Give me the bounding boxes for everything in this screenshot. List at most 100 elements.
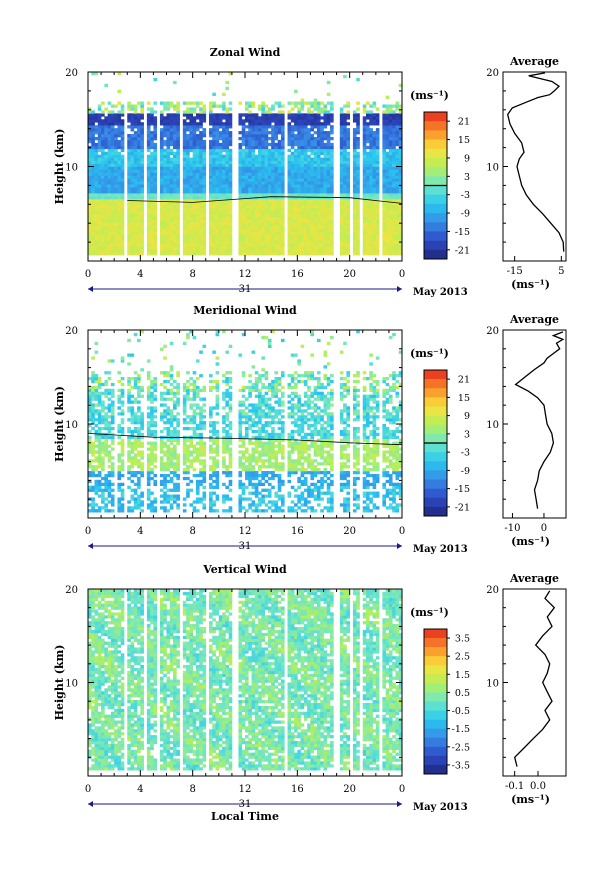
heatmap-cell xyxy=(343,226,347,229)
heatmap-cell xyxy=(170,377,174,380)
heatmap-cell xyxy=(261,231,265,234)
heatmap-cell xyxy=(147,243,151,246)
heatmap-cell xyxy=(248,240,252,243)
heatmap-cell xyxy=(147,459,151,462)
heatmap-cell xyxy=(150,237,154,240)
heatmap-cell xyxy=(274,175,278,178)
heatmap-cell xyxy=(320,128,324,131)
heatmap-cell xyxy=(386,161,390,164)
heatmap-cell xyxy=(242,169,246,172)
heatmap-cell xyxy=(101,169,105,172)
heatmap-cell xyxy=(163,509,167,512)
heatmap-cell xyxy=(301,226,305,229)
heatmap-cell xyxy=(369,104,373,107)
heatmap-cell xyxy=(245,181,249,184)
heatmap-cell xyxy=(258,234,262,237)
heatmap-cell xyxy=(127,409,131,412)
heatmap-cell xyxy=(248,214,252,217)
heatmap-cell xyxy=(167,389,171,392)
heatmap-cell xyxy=(167,445,171,448)
heatmap-cell xyxy=(324,208,328,211)
heatmap-cell xyxy=(104,252,108,255)
heatmap-cell xyxy=(265,252,269,255)
heatmap-cell xyxy=(229,184,233,187)
heatmap-cell xyxy=(281,119,285,122)
heatmap-cell xyxy=(212,184,216,187)
heatmap-cell xyxy=(101,409,105,412)
heatmap-cell xyxy=(310,220,314,223)
heatmap-cell xyxy=(183,178,187,181)
heatmap-cell xyxy=(229,140,233,143)
heatmap-cell xyxy=(212,104,216,107)
heatmap-cell xyxy=(330,202,334,205)
heatmap-cell xyxy=(216,169,220,172)
heatmap-cell xyxy=(258,187,262,190)
heatmap-cell xyxy=(229,234,233,237)
heatmap-cell xyxy=(327,175,331,178)
heatmap-cell xyxy=(294,155,298,158)
heatmap-cell xyxy=(248,167,252,170)
heatmap-cell xyxy=(314,107,318,110)
heatmap-cell xyxy=(245,229,249,232)
heatmap-cell xyxy=(330,240,334,243)
heatmap-cell xyxy=(242,134,246,137)
heatmap-cell xyxy=(91,193,95,196)
heatmap-cell xyxy=(242,190,246,193)
heatmap-cell xyxy=(176,214,180,217)
heatmap-cell xyxy=(196,193,200,196)
heatmap-cell xyxy=(186,175,190,178)
heatmap-cell xyxy=(140,226,144,229)
heatmap-cell xyxy=(147,187,151,190)
heatmap-cell xyxy=(343,211,347,214)
heatmap-cell xyxy=(238,119,242,122)
heatmap-cell xyxy=(167,421,171,424)
heatmap-cell xyxy=(340,208,344,211)
heatmap-cell xyxy=(248,217,252,220)
heatmap-cell xyxy=(196,161,200,164)
heatmap-cell xyxy=(91,503,95,506)
heatmap-cell xyxy=(265,205,269,208)
heatmap-cell xyxy=(88,169,92,172)
heatmap-cell xyxy=(104,412,108,415)
heatmap-cell xyxy=(108,190,112,193)
heatmap-cell xyxy=(137,240,141,243)
heatmap-cell xyxy=(314,158,318,161)
heatmap-cell xyxy=(134,442,138,445)
heatmap-cell xyxy=(209,119,213,122)
heatmap-cell xyxy=(265,196,269,199)
heatmap-cell xyxy=(147,102,151,105)
heatmap-cell xyxy=(317,193,321,196)
heatmap-cell xyxy=(150,442,154,445)
heatmap-cell xyxy=(330,246,334,249)
heatmap-cell xyxy=(104,474,108,477)
heatmap-cell xyxy=(343,217,347,220)
heatmap-cell xyxy=(150,193,154,196)
heatmap-cell xyxy=(301,181,305,184)
heatmap-cell xyxy=(310,146,314,149)
heatmap-cell xyxy=(98,223,102,226)
heatmap-cell xyxy=(330,146,334,149)
heatmap-cell xyxy=(95,374,99,377)
heatmap-cell xyxy=(189,217,193,220)
heatmap-cell xyxy=(278,243,282,246)
heatmap-cell xyxy=(216,125,220,128)
heatmap-cell xyxy=(320,217,324,220)
heatmap-cell xyxy=(363,184,367,187)
heatmap-cell xyxy=(98,509,102,512)
heatmap-cell xyxy=(104,128,108,131)
heatmap-cell xyxy=(288,169,292,172)
heatmap-cell xyxy=(212,149,216,152)
heatmap-cell xyxy=(160,489,164,492)
heatmap-cell xyxy=(147,389,151,392)
heatmap-cell xyxy=(307,119,311,122)
heatmap-cell xyxy=(137,140,141,143)
heatmap-cell xyxy=(363,226,367,229)
heatmap-cell xyxy=(340,146,344,149)
heatmap-cell xyxy=(248,161,252,164)
heatmap-cell xyxy=(242,208,246,211)
heatmap-cell xyxy=(291,223,295,226)
heatmap-cell xyxy=(271,217,275,220)
heatmap-cell xyxy=(278,140,282,143)
heatmap-cell xyxy=(366,246,370,249)
heatmap-cell xyxy=(153,181,157,184)
